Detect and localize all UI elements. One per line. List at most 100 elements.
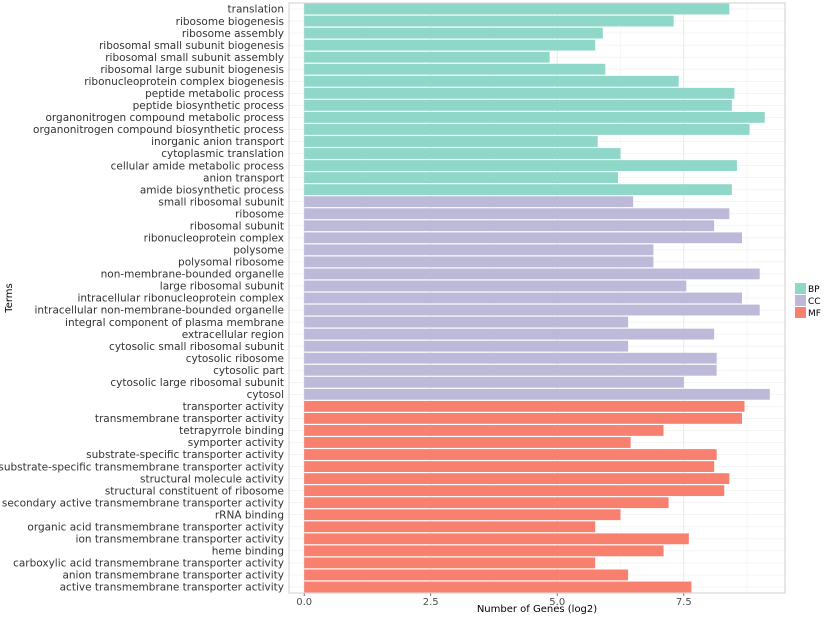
term-label: cytosolic small ribosomal subunit [109,341,284,353]
legend: BP CC MF [795,283,821,319]
term-label: ribonucleoprotein complex [144,232,284,244]
bar-bp [304,51,550,63]
bar-bp [304,39,596,51]
legend-swatch-cc [795,295,806,306]
bar-bp [304,99,732,111]
bar-bp [304,3,730,15]
bar-cc [304,316,629,328]
bar-mf [304,412,742,424]
bar-bp [304,184,732,196]
bar-bp [304,63,606,75]
bar-cc [304,364,717,376]
term-label: secondary active transmembrane transport… [2,497,284,509]
bar-mf [304,557,596,569]
bar-cc [304,268,760,280]
term-label: inorganic anion transport [151,136,284,148]
x-tick-label: 2.5 [423,597,439,608]
term-label: structural constituent of ribosome [105,485,284,497]
bar-mf [304,509,621,521]
term-label: organonitrogen compound metabolic proces… [45,112,284,124]
bar-cc [304,244,654,256]
term-label: rRNA binding [215,509,284,521]
bar-mf [304,425,664,436]
bar-mf [304,400,745,412]
term-label: polysomal ribosome [178,257,284,269]
bar-bp [304,136,598,147]
bar-bp [304,27,603,39]
bar-bp [304,15,674,27]
term-label: non-membrane-bounded organelle [101,269,284,281]
bar-cc [304,256,654,268]
term-label: integral component of plasma membrane [65,317,284,329]
bar-bp [304,111,765,123]
term-label: symporter activity [188,437,284,449]
x-axis-title: Number of Genes (log2) [477,604,597,615]
bar-bp [304,124,750,135]
term-label: polysome [233,245,284,257]
term-label: large ribosomal subunit [160,281,284,293]
term-label: cytoplasmic translation [161,148,284,160]
legend-label: MF [808,309,821,319]
term-label: ribonucleoprotein complex biogenesis [84,76,284,88]
term-label: extracellular region [182,329,284,341]
bar-mf [304,497,669,509]
term-label: translation [228,4,284,16]
term-label: peptide biosynthetic process [133,100,284,112]
bar-bp [304,172,618,184]
y-axis-title: Terms [4,283,15,313]
bar-cc [304,304,760,316]
legend-swatch-bp [795,283,806,294]
term-label: ribosome biogenesis [176,16,284,28]
bar-mf [304,545,664,557]
x-tick-label: 5.0 [549,597,565,608]
bar-mf [304,533,689,545]
term-label: ribosome assembly [182,28,284,40]
term-label: ion transmembrane transporter activity [76,534,284,546]
term-label: active transmembrane transporter activit… [60,582,284,594]
term-label: peptide metabolic process [145,88,284,100]
bar-bp [304,75,679,87]
term-label: anion transport [203,172,284,184]
term-label: ribosomal large subunit biogenesis [100,64,284,76]
x-tick-label: 7.5 [676,597,692,608]
bar-mf [304,581,692,593]
bar-bp [304,87,735,99]
bar-mf [304,485,725,497]
legend-label: BP [808,285,820,295]
bar-mf [304,437,631,448]
bar-cc [304,208,730,220]
panel-border [288,2,786,594]
term-label: transmembrane transporter activity [95,413,284,425]
legend-label: CC [808,297,821,307]
bar-cc [304,352,717,364]
term-label: cellular amide metabolic process [111,160,284,172]
term-label: cytosol [247,389,284,401]
term-label: transporter activity [183,401,284,413]
term-label: ribosomal small subunit assembly [105,52,284,64]
term-label: anion transmembrane transporter activity [62,570,284,582]
bar-mf [304,461,715,472]
bar-cc [304,328,715,340]
x-tick-label: 0.0 [296,597,312,608]
term-label: ribosomal subunit [190,220,284,232]
bar-cc [304,232,742,244]
bar-mf [304,473,730,485]
bar-cc [304,376,684,388]
bar-cc [304,196,634,208]
term-label: ribosomal small subunit biogenesis [99,40,284,52]
bar-mf [304,569,629,581]
bar-bp [304,160,737,171]
term-label: intracellular ribonucleoprotein complex [77,293,284,305]
bar-cc [304,292,742,304]
bar-bp [304,148,621,159]
term-label: substrate-specific transporter activity [86,449,284,461]
term-label: substrate-specific transmembrane transpo… [0,461,284,473]
bar-layer [304,3,770,593]
term-label: intracellular non-membrane-bounded organ… [34,305,284,317]
bar-mf [304,521,596,533]
term-label: organic acid transmembrane transporter a… [27,521,284,533]
bar-cc [304,220,715,232]
legend-swatch-mf [795,307,806,318]
